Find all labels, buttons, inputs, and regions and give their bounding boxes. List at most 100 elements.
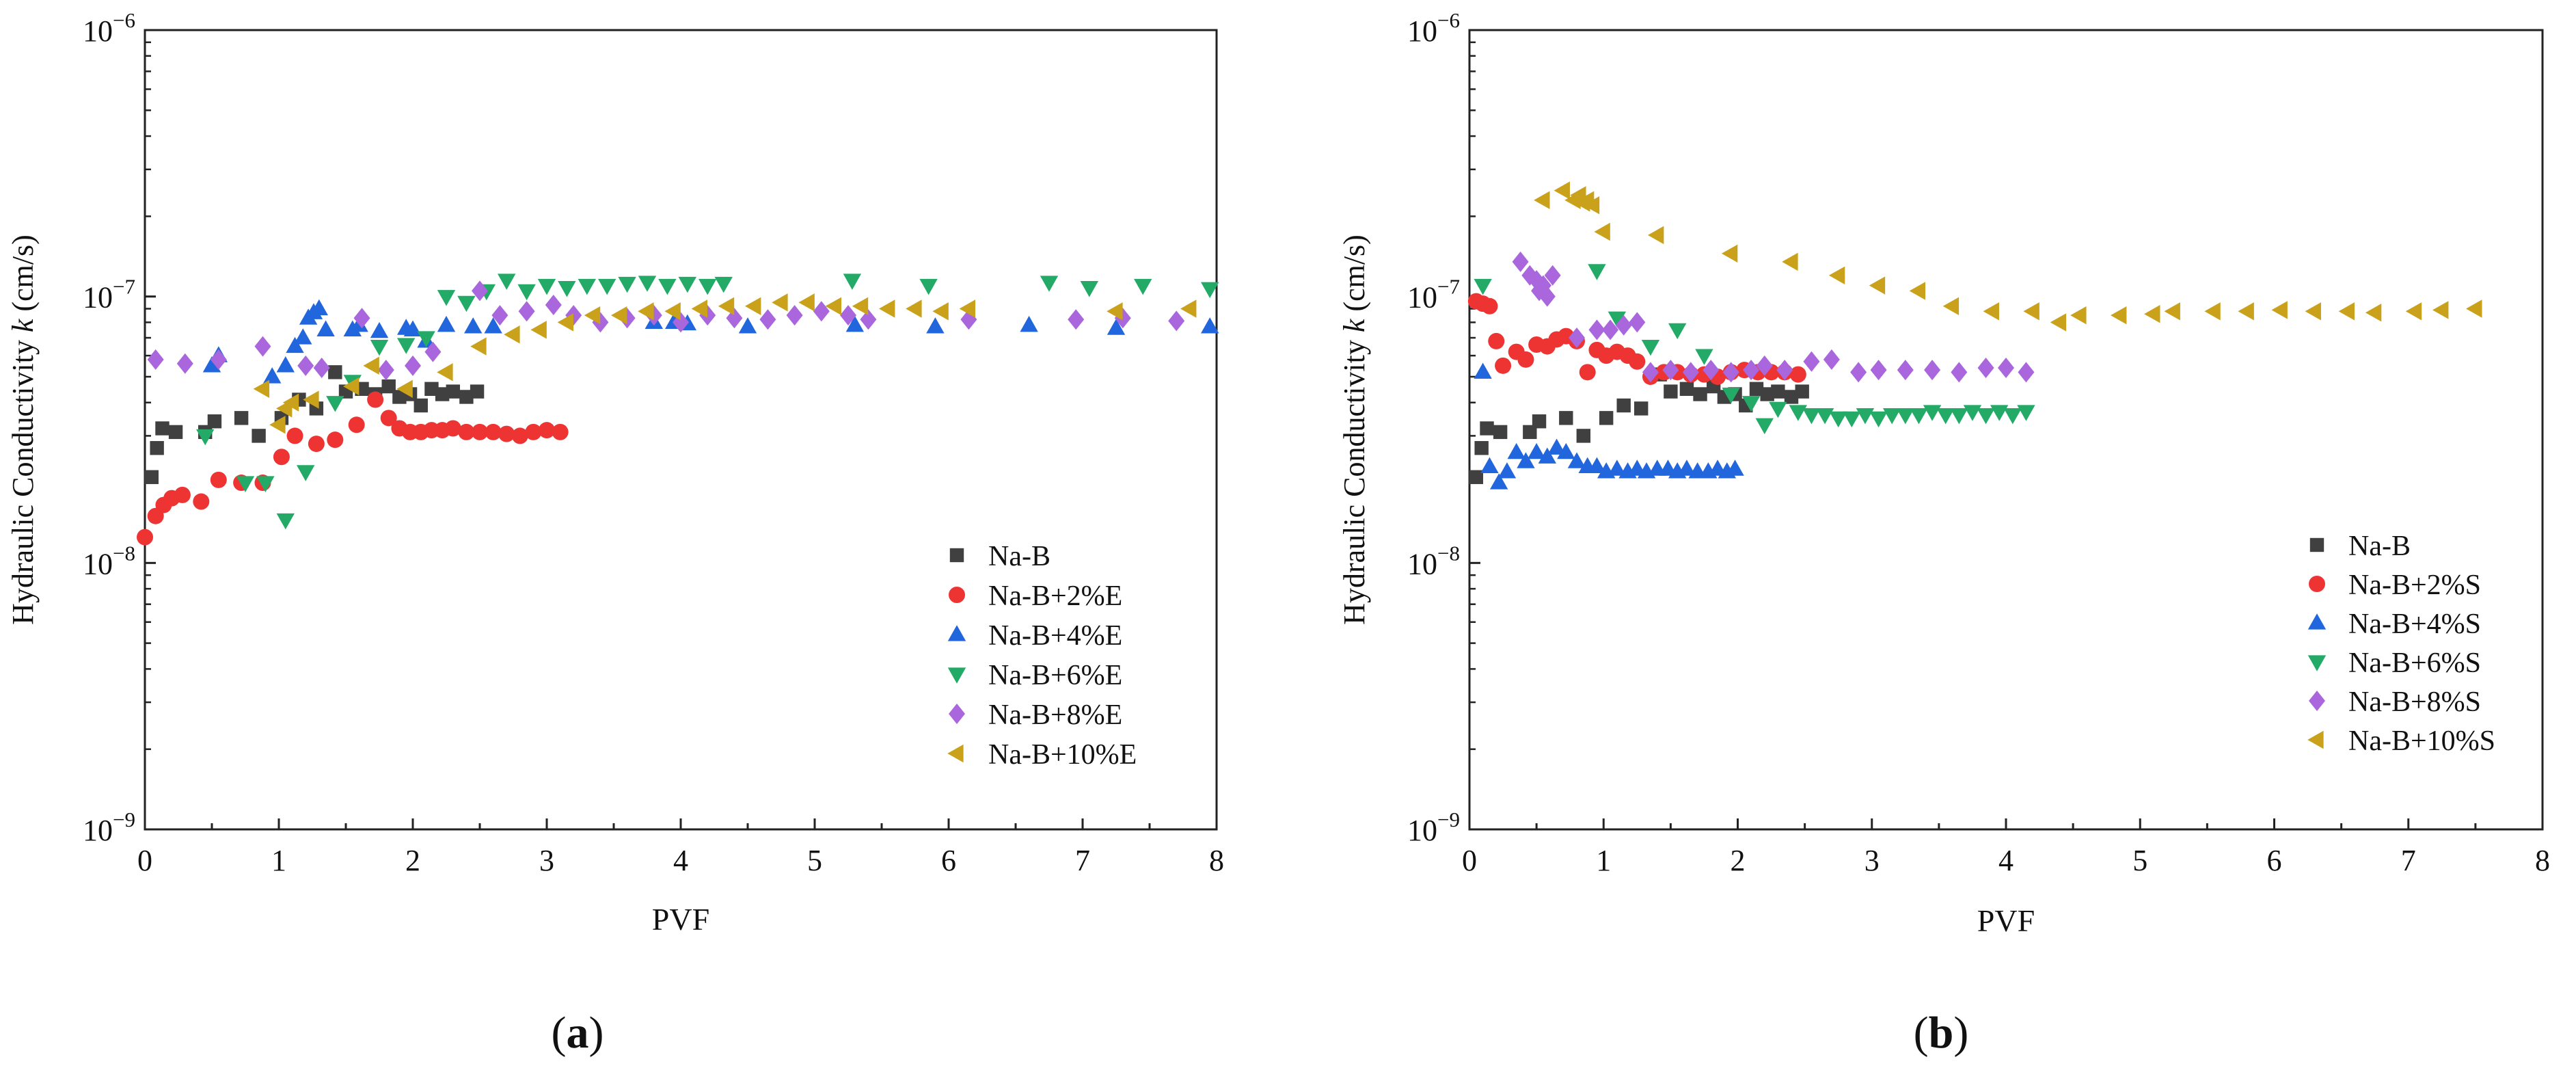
- data-point: [1493, 425, 1508, 440]
- data-point: [906, 299, 922, 318]
- data-point: [1693, 387, 1707, 401]
- data-point: [1662, 360, 1679, 381]
- data-point: [363, 356, 379, 375]
- data-point: [202, 356, 221, 373]
- data-point: [282, 393, 299, 412]
- data-point: [253, 379, 270, 398]
- x-axis-label: PVF: [1977, 903, 2035, 938]
- y-tick-base: 10: [1407, 814, 1437, 847]
- panel-label-letter: a: [567, 1008, 589, 1058]
- data-point: [397, 338, 416, 354]
- x-tick-label: 5: [807, 844, 822, 877]
- data-point: [1642, 362, 1659, 383]
- legend-marker: [949, 548, 964, 563]
- data-point: [959, 299, 975, 318]
- y-tick-exponent: −6: [1437, 8, 1460, 32]
- x-tick-label: 3: [1865, 844, 1880, 877]
- y-tick-exponent: −7: [1437, 275, 1460, 299]
- data-point: [1168, 310, 1185, 332]
- data-point: [1942, 297, 1960, 315]
- legend-label: Na-B+6%S: [2348, 648, 2481, 679]
- data-point: [1474, 362, 1492, 379]
- data-point: [1588, 457, 1606, 473]
- data-point: [196, 429, 215, 446]
- data-point: [343, 377, 360, 396]
- data-point: [1616, 398, 1631, 413]
- legend-label: Na-B: [988, 541, 1050, 572]
- data-point: [1749, 382, 1764, 396]
- x-tick-label: 4: [1998, 844, 2014, 877]
- data-point: [2018, 362, 2035, 383]
- data-point: [381, 379, 396, 394]
- data-point: [403, 320, 422, 336]
- data-point: [1647, 226, 1664, 245]
- data-point: [269, 416, 286, 434]
- data-point: [1107, 319, 1126, 335]
- data-point: [1201, 282, 1219, 299]
- legend-label: Na-B+6%E: [988, 660, 1122, 691]
- data-point: [1517, 351, 1534, 368]
- data-point: [1481, 297, 1498, 315]
- data-point: [1579, 364, 1596, 381]
- data-point: [1608, 311, 1627, 328]
- data-point: [745, 297, 761, 315]
- data-point: [2050, 313, 2067, 332]
- data-point: [1538, 447, 1557, 464]
- data-point: [1480, 457, 1499, 473]
- data-point: [2023, 302, 2039, 321]
- legend-label: Na-B+4%E: [988, 620, 1122, 652]
- data-point: [1554, 181, 1570, 200]
- series-na-b-4-s: [1474, 362, 1744, 490]
- data-point: [413, 398, 428, 413]
- y-tick-base: 10: [83, 547, 113, 580]
- data-point: [377, 360, 394, 381]
- data-point: [303, 390, 319, 409]
- data-point: [1201, 317, 1219, 334]
- y-tick-label: 10−8: [83, 541, 135, 580]
- data-point: [424, 382, 439, 396]
- legend-marker: [947, 625, 966, 641]
- data-point: [518, 301, 535, 322]
- data-point: [578, 278, 596, 295]
- data-point: [1870, 360, 1887, 381]
- data-point: [1726, 459, 1744, 476]
- data-point: [1936, 408, 1955, 425]
- data-point: [1469, 470, 1484, 484]
- data-point: [1641, 339, 1660, 356]
- data-point: [1843, 411, 1861, 428]
- data-point: [1583, 196, 1600, 215]
- data-point: [738, 317, 757, 334]
- data-point: [276, 513, 295, 530]
- data-point: [1784, 390, 1799, 404]
- data-point: [1567, 452, 1586, 468]
- panel-label-close: ): [589, 1008, 604, 1058]
- data-point: [1512, 251, 1529, 272]
- data-point: [155, 421, 170, 436]
- y-tick-exponent: −6: [113, 8, 135, 32]
- legend: Na-B Na-B+2%S Na-B+4%S Na-B+6%S Na-B+8%S Na-B…: [2307, 531, 2495, 757]
- x-tick-label: 4: [673, 844, 688, 877]
- data-point: [472, 280, 488, 302]
- data-point: [1856, 408, 1875, 425]
- y-tick-label: 10−7: [1407, 275, 1460, 315]
- y-axis-label-main: Hydraulic Conductivity: [1338, 332, 1371, 625]
- legend-label: Na-B+8%S: [2348, 686, 2481, 718]
- data-point: [1695, 349, 1713, 365]
- data-point: [699, 305, 716, 326]
- data-point: [210, 471, 227, 488]
- data-point: [485, 423, 502, 440]
- data-point: [1963, 405, 1982, 421]
- data-point: [1547, 438, 1566, 455]
- data-point: [2365, 304, 2382, 322]
- data-point: [210, 349, 227, 370]
- x-tick-label: 5: [2132, 844, 2147, 877]
- legend-marker: [2307, 613, 2327, 630]
- data-point: [254, 336, 271, 357]
- data-point: [638, 276, 657, 292]
- data-point: [1769, 401, 1787, 418]
- data-point: [1795, 384, 1809, 399]
- data-point: [1829, 411, 1847, 428]
- x-tick-label: 1: [1596, 844, 1611, 877]
- data-point: [472, 423, 488, 440]
